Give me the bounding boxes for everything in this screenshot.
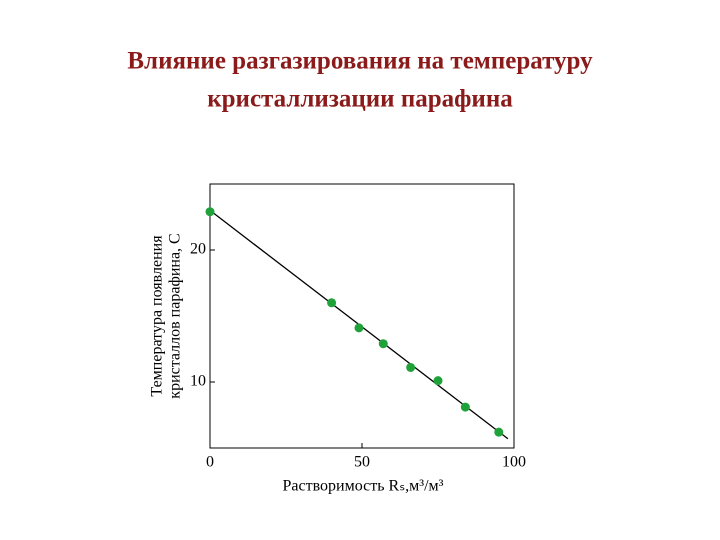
point xyxy=(406,362,416,372)
y-axis-label: Температура появления xyxy=(149,235,166,397)
point xyxy=(378,339,388,349)
point xyxy=(354,323,364,333)
chart-title: кристаллизации парафина xyxy=(207,86,513,113)
x-tick-label: 50 xyxy=(354,454,370,471)
y-tick-label: 10 xyxy=(190,373,206,390)
x-tick-label: 0 xyxy=(206,454,214,471)
point xyxy=(460,402,470,412)
y-tick-label: 20 xyxy=(190,241,206,258)
chart-title: Влияние разгазирования на температуру xyxy=(127,48,593,75)
point xyxy=(205,207,215,217)
x-tick-label: 100 xyxy=(502,454,526,471)
point xyxy=(494,427,504,437)
point xyxy=(433,376,443,386)
y-axis-label: кристаллов парафина, С xyxy=(167,233,184,398)
point xyxy=(327,298,337,308)
y-axis-label-group: Температура появления кристаллов парафин… xyxy=(149,233,184,398)
x-axis-label: Растворимость Rₛ,м³/м³ xyxy=(283,478,444,495)
